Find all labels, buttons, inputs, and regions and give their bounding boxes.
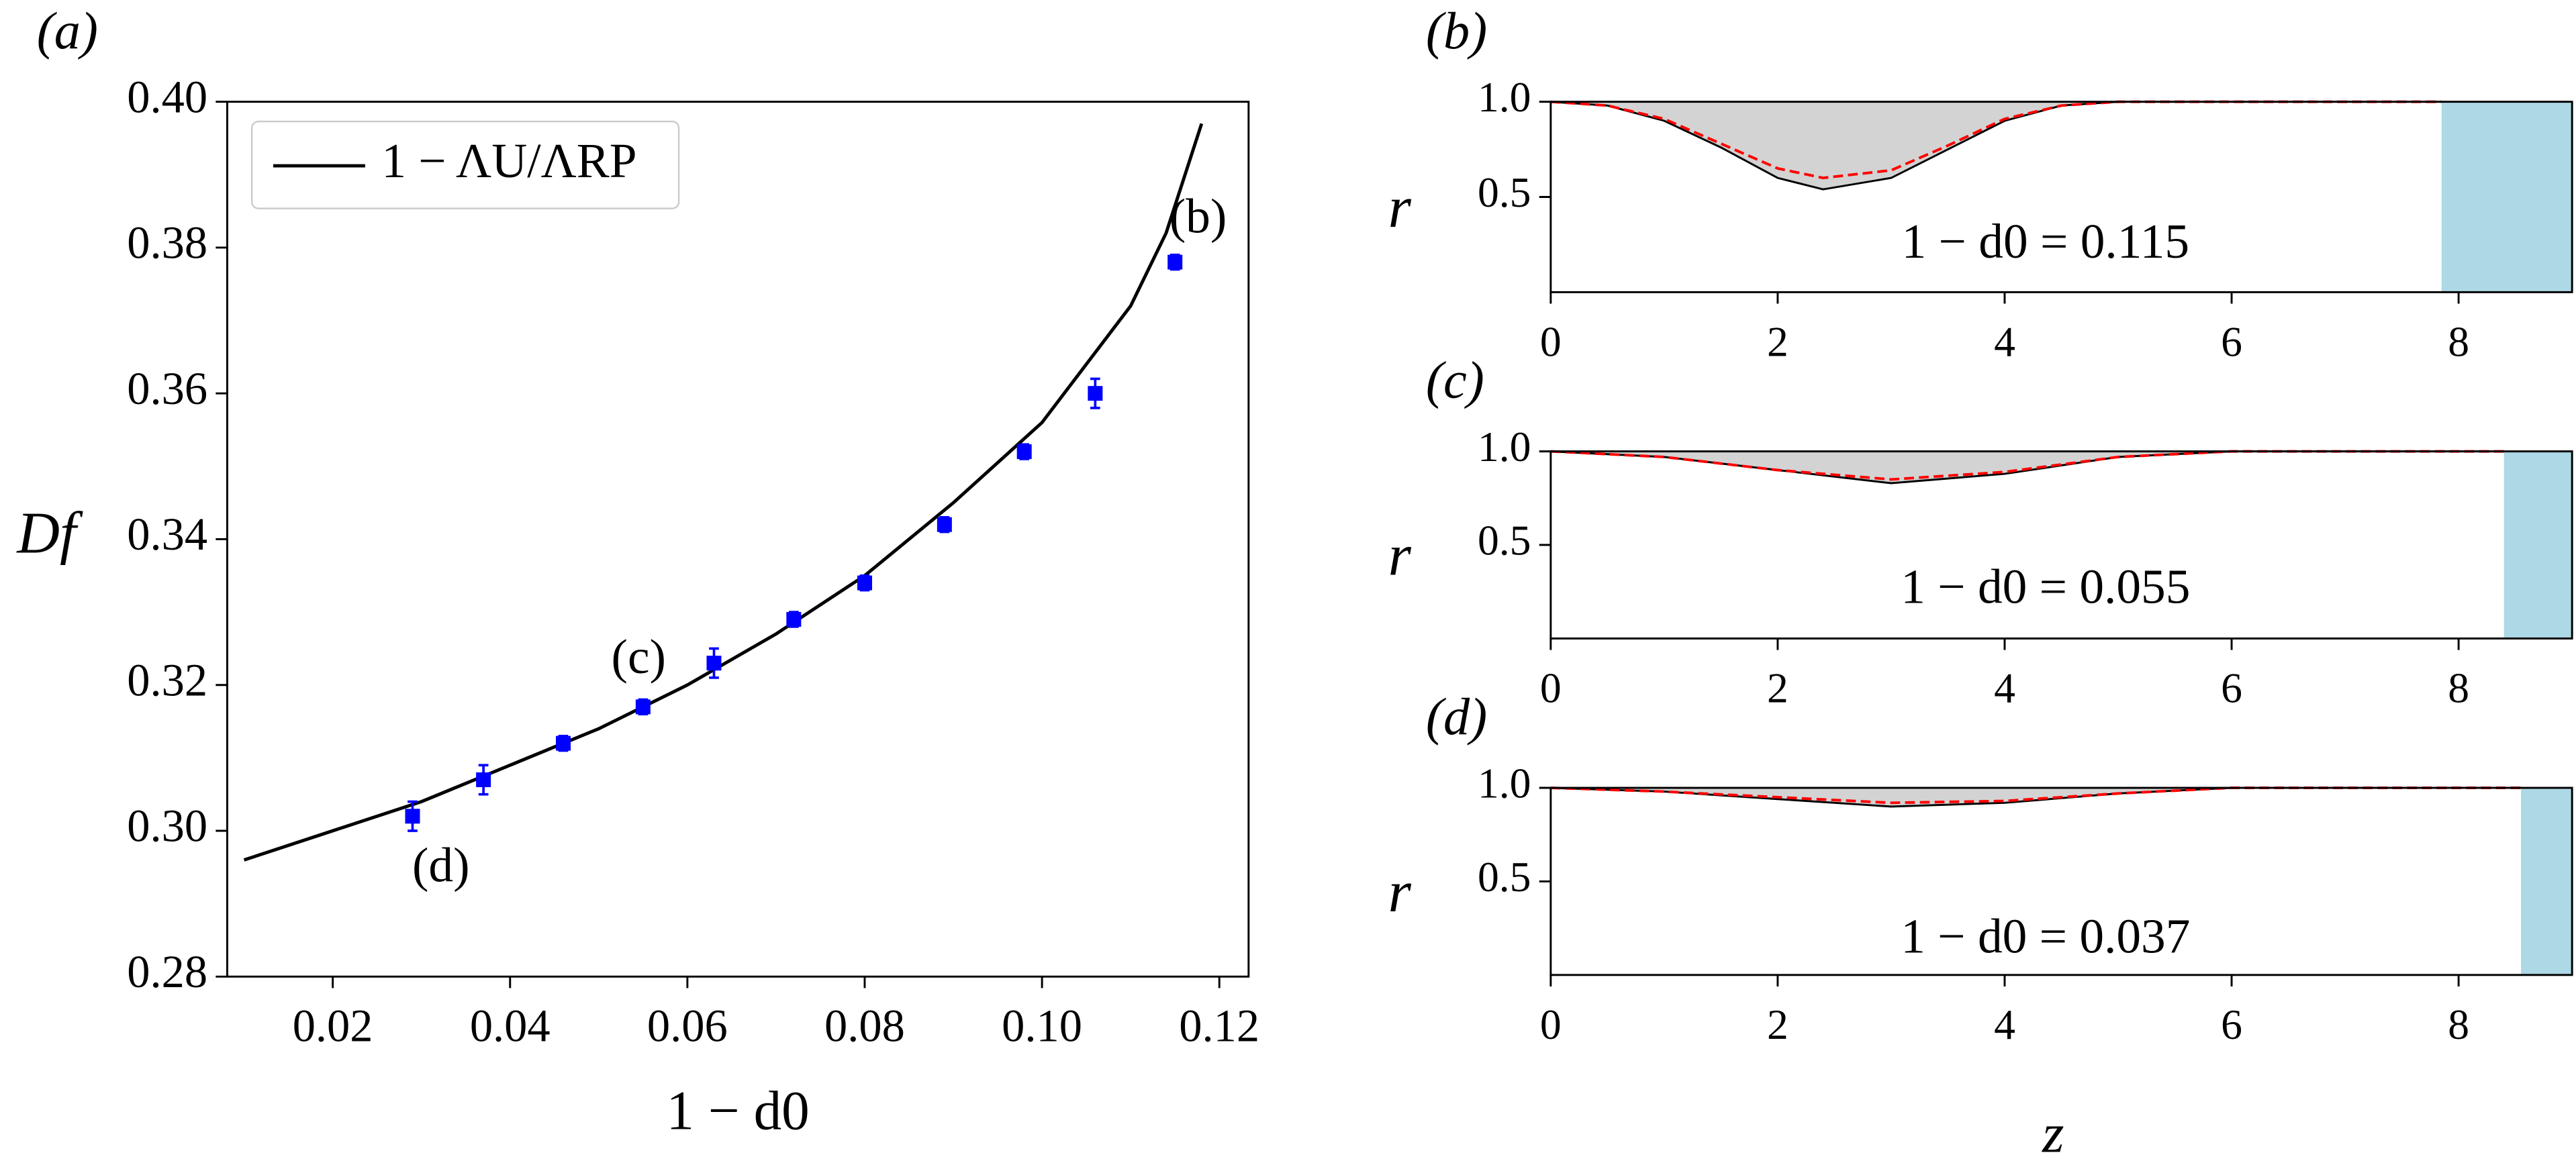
x-tick-label: 2 xyxy=(1767,1001,1788,1048)
area-fill xyxy=(1550,788,2522,807)
x-tick-label: 2 xyxy=(1767,664,1788,712)
panel-title: (d) xyxy=(1426,687,1487,746)
marker xyxy=(706,656,722,671)
annotation: 1 − d0 = 0.115 xyxy=(1902,214,2189,268)
axes-frame xyxy=(226,101,1250,978)
panel-title: (b) xyxy=(1426,1,1487,60)
marker xyxy=(1167,254,1183,270)
x-tick-label: 4 xyxy=(1994,318,2015,366)
x-tick-label: 0.06 xyxy=(647,1001,728,1052)
shaded-region xyxy=(2503,451,2573,639)
marker xyxy=(635,699,651,715)
annotation: (c) xyxy=(612,629,666,684)
marker xyxy=(1088,386,1103,401)
y-tick-label: 0.5 xyxy=(1478,168,1531,216)
x-tick-label: 0 xyxy=(1540,1001,1562,1048)
x-axis-label: 1 − d0 xyxy=(667,1079,810,1141)
x-tick-label: 4 xyxy=(1994,1001,2015,1048)
x-tick-label: 8 xyxy=(2448,1001,2469,1048)
y-tick-label: 0.34 xyxy=(127,509,207,560)
annotation: (b) xyxy=(1170,189,1227,244)
annotation: 1 − d0 = 0.037 xyxy=(1901,909,2190,963)
y-axis-label: Df xyxy=(16,501,83,566)
x-tick-label: 4 xyxy=(1994,664,2015,712)
y-tick-label: 0.36 xyxy=(127,363,207,414)
y-tick-label: 0.40 xyxy=(127,71,207,122)
x-tick-label: 8 xyxy=(2448,318,2469,366)
y-tick-label: 0.5 xyxy=(1478,853,1531,901)
x-tick-label: 6 xyxy=(2221,318,2242,366)
panel-title: (a) xyxy=(37,1,98,60)
marker xyxy=(555,735,571,751)
x-tick-label: 6 xyxy=(2221,1001,2242,1048)
area-fill xyxy=(1550,101,2442,190)
x-tick-label: 0 xyxy=(1540,318,1562,366)
shaded-region xyxy=(2521,788,2573,975)
x-tick-label: 0.08 xyxy=(824,1001,905,1052)
x-tick-label: 0.02 xyxy=(293,1001,373,1052)
x-tick-label: 6 xyxy=(2221,664,2242,712)
y-tick-label: 0.5 xyxy=(1478,517,1531,564)
x-tick-label: 0.12 xyxy=(1179,1001,1259,1052)
marker xyxy=(937,517,952,532)
legend-box xyxy=(250,120,680,209)
legend-label: 1 − ΛU/ΛRP xyxy=(381,134,636,188)
x-tick-label: 2 xyxy=(1767,318,1788,366)
y-axis-label: r xyxy=(1388,175,1412,240)
marker xyxy=(1016,444,1032,460)
x-axis-label: z xyxy=(2042,1102,2064,1164)
shaded-region xyxy=(2441,101,2573,293)
panel-title: (c) xyxy=(1426,351,1484,409)
x-tick-label: 0.10 xyxy=(1002,1001,1082,1052)
y-axis-label: r xyxy=(1388,523,1412,589)
marker xyxy=(857,575,872,591)
x-tick-label: 0.04 xyxy=(470,1001,551,1052)
y-tick-label: 1.0 xyxy=(1478,760,1531,807)
area-fill xyxy=(1550,451,2504,484)
y-axis-label: r xyxy=(1388,860,1412,925)
y-tick-label: 0.30 xyxy=(127,801,207,852)
annotation: 1 − d0 = 0.055 xyxy=(1901,560,2190,614)
x-tick-label: 8 xyxy=(2448,664,2469,712)
y-tick-label: 0.28 xyxy=(127,946,207,997)
y-tick-label: 1.0 xyxy=(1478,423,1531,470)
x-tick-label: 0 xyxy=(1540,664,1562,712)
annotation: (d) xyxy=(412,838,470,893)
marker xyxy=(476,772,491,787)
marker xyxy=(405,809,420,824)
y-tick-label: 1.0 xyxy=(1478,73,1531,121)
curve xyxy=(243,123,1204,862)
y-tick-label: 0.32 xyxy=(127,654,207,705)
y-tick-label: 0.38 xyxy=(127,217,207,268)
marker xyxy=(786,611,802,627)
